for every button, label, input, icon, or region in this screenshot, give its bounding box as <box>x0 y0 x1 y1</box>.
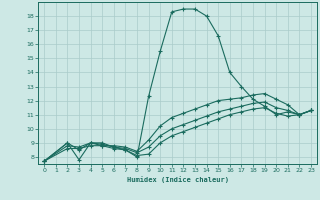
X-axis label: Humidex (Indice chaleur): Humidex (Indice chaleur) <box>127 176 228 183</box>
